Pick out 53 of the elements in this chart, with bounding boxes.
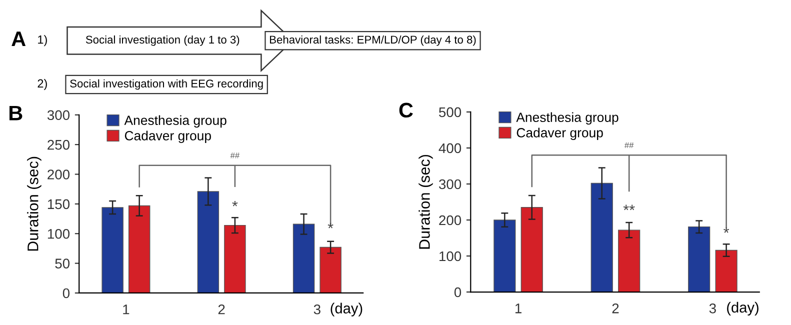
- x-tick-label: 2: [612, 303, 619, 314]
- y-axis-title: Duration (sec): [27, 156, 42, 251]
- legend-label: Cadaver group: [124, 130, 211, 143]
- legend-label: Anesthesia group: [124, 115, 226, 128]
- bar: [618, 230, 640, 292]
- x-axis-title: (day): [727, 302, 758, 316]
- y-tick-label: 500: [439, 107, 462, 118]
- bar: [292, 224, 315, 293]
- x-tick-label: 1: [123, 304, 130, 314]
- bar: [128, 205, 150, 293]
- y-tick-label: 200: [439, 215, 462, 226]
- bar: [520, 207, 543, 292]
- x-tick-label: 2: [218, 304, 225, 314]
- text: Behavioral tasks: EPM/LD/OP (day 4 to 8): [270, 35, 476, 46]
- annotation: *: [232, 200, 238, 206]
- annotation: ##: [624, 142, 634, 148]
- y-tick-label: 50: [55, 258, 70, 268]
- x-axis-title: (day): [330, 302, 362, 316]
- y-tick-label: 0: [454, 287, 462, 298]
- x-tick-label: 3: [709, 303, 716, 314]
- annotation: ##: [230, 152, 240, 158]
- y-tick-label: 250: [48, 140, 70, 150]
- y-tick-label: 100: [440, 251, 462, 262]
- text: A: [12, 32, 26, 46]
- annotation: **: [623, 204, 635, 210]
- bar: [197, 191, 220, 293]
- y-tick-label: 300: [47, 110, 70, 120]
- bar: [224, 224, 246, 293]
- legend-label: Anesthesia group: [516, 112, 618, 125]
- chart-title: C: [399, 102, 413, 118]
- chart-title: B: [10, 106, 22, 120]
- bar: [590, 182, 613, 292]
- y-tick-label: 300: [438, 179, 462, 190]
- annotation: *: [724, 227, 730, 233]
- bar: [715, 250, 738, 292]
- text: Social investigation with EEG recording: [70, 79, 263, 90]
- legend-label: Cadaver group: [516, 128, 603, 140]
- bar: [102, 207, 124, 293]
- y-tick-label: 200: [48, 170, 70, 180]
- x-tick-label: 1: [515, 304, 522, 314]
- text: Social investigation (day 1 to 3): [86, 35, 240, 46]
- y-tick-label: 100: [48, 228, 70, 239]
- x-tick-label: 3: [314, 304, 320, 314]
- annotation: *: [328, 222, 334, 228]
- bar: [320, 246, 342, 293]
- y-tick-label: 0: [62, 288, 70, 298]
- y-tick-label: 150: [48, 199, 70, 210]
- text: 2): [38, 79, 47, 90]
- y-tick-label: 400: [438, 143, 462, 154]
- bar: [494, 220, 516, 292]
- y-axis-title: Duration (sec): [418, 154, 433, 249]
- text: 1): [38, 35, 47, 46]
- bar: [688, 226, 710, 292]
